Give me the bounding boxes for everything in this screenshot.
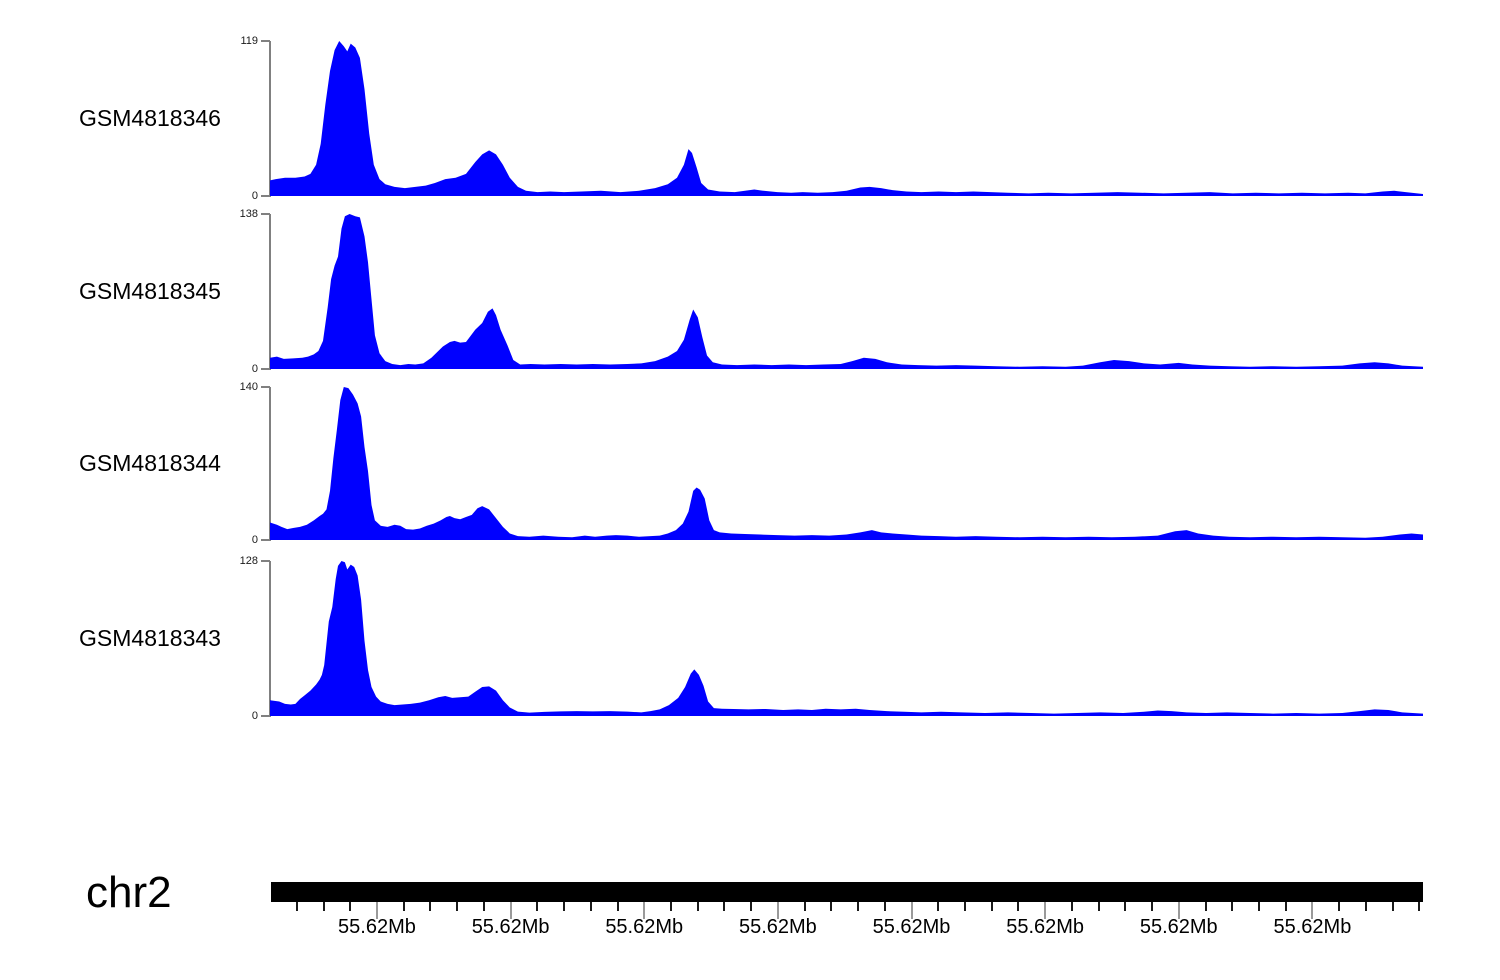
y-axis-zero-tick <box>261 368 270 370</box>
axis-tick-minor <box>482 902 485 911</box>
axis-tick-minor <box>857 902 860 911</box>
y-axis-min-label: 0 <box>251 190 258 202</box>
axis-tick-minor <box>937 902 940 911</box>
axis-tick-minor <box>1097 902 1100 911</box>
axis-tick-major <box>509 902 512 919</box>
y-axis-max-label: 140 <box>239 381 258 393</box>
y-axis-top-tick <box>261 386 270 388</box>
axis-tick-minor <box>963 902 966 911</box>
axis-tick-minor <box>669 902 672 911</box>
signal-area <box>270 214 1423 369</box>
signal-area-svg <box>270 387 1423 540</box>
axis-tick-minor <box>402 902 405 911</box>
axis-tick-major <box>1311 902 1314 919</box>
axis-tick-minor <box>750 902 753 911</box>
axis-tick-label: 55.62Mb <box>471 916 550 938</box>
track-label: GSM4818345 <box>79 277 221 304</box>
axis-tick-minor <box>1364 902 1367 911</box>
track-label: GSM4818344 <box>79 449 221 476</box>
axis-tick-minor <box>322 902 325 911</box>
axis-tick-minor <box>349 902 352 911</box>
axis-tick-major <box>375 902 378 919</box>
signal-area-svg <box>270 41 1423 196</box>
axis-tick-minor <box>1284 902 1287 911</box>
chromosome-label: chr2 <box>86 868 172 917</box>
track-label: GSM4818346 <box>79 104 221 131</box>
axis-tick-minor <box>883 902 886 911</box>
axis-tick-minor <box>1070 902 1073 911</box>
axis-tick-minor <box>295 902 298 911</box>
axis-tick-minor <box>830 902 833 911</box>
axis-tick-minor <box>1418 902 1421 911</box>
chromosome-bar <box>271 882 1423 902</box>
y-axis-zero-tick <box>261 715 270 717</box>
y-axis-line <box>269 561 271 717</box>
axis-tick-label: 55.62Mb <box>872 916 951 938</box>
axis-tick-major <box>1044 902 1047 919</box>
y-axis-min-label: 0 <box>251 534 258 546</box>
axis-tick-label: 55.62Mb <box>1139 916 1218 938</box>
y-axis-line <box>269 387 271 541</box>
axis-tick-minor <box>1391 902 1394 911</box>
axis-tick-minor <box>589 902 592 911</box>
axis-tick-label: 55.62Mb <box>1006 916 1085 938</box>
axis-tick-label: 55.62Mb <box>338 916 416 938</box>
axis-tick-label: 55.62Mb <box>738 916 817 938</box>
axis-tick-minor <box>1204 902 1207 911</box>
axis-tick-major <box>776 902 779 919</box>
axis-tick-minor <box>990 902 993 911</box>
signal-area <box>270 561 1423 716</box>
axis-tick-minor <box>696 902 699 911</box>
axis-tick-minor <box>1338 902 1341 911</box>
axis-tick-minor <box>1017 902 1020 911</box>
y-axis-min-label: 0 <box>251 363 258 375</box>
track-label: GSM4818343 <box>79 624 221 651</box>
axis-tick-minor <box>563 902 566 911</box>
axis-tick-major <box>1177 902 1180 919</box>
signal-area-svg <box>270 214 1423 369</box>
y-axis-max-label: 128 <box>239 555 258 567</box>
axis-tick-minor <box>536 902 539 911</box>
axis-tick-minor <box>456 902 459 911</box>
axis-tick-minor <box>1231 902 1234 911</box>
y-axis-top-tick <box>261 560 270 562</box>
y-axis-top-tick <box>261 213 270 215</box>
y-axis-zero-tick <box>261 195 270 197</box>
axis-tick-minor <box>1151 902 1154 911</box>
y-axis-max-label: 138 <box>239 208 258 220</box>
y-axis-line <box>269 214 271 370</box>
signal-area <box>270 387 1423 540</box>
axis-tick-minor <box>616 902 619 911</box>
axis-tick-major <box>643 902 646 919</box>
axis-tick-label: 55.62Mb <box>1273 916 1352 938</box>
axis-tick-label: 55.62Mb <box>605 916 684 938</box>
axis-tick-minor <box>803 902 806 911</box>
signal-area-svg <box>270 561 1423 716</box>
axis-tick-minor <box>429 902 432 911</box>
axis-tick-minor <box>723 902 726 911</box>
y-axis-top-tick <box>261 40 270 42</box>
y-axis-max-label: 119 <box>240 35 258 47</box>
y-axis-zero-tick <box>261 539 270 541</box>
y-axis-line <box>269 41 271 197</box>
axis-tick-major <box>910 902 913 919</box>
axis-tick-minor <box>1124 902 1127 911</box>
y-axis-min-label: 0 <box>251 710 258 722</box>
signal-area <box>270 41 1423 196</box>
axis-tick-minor <box>1257 902 1260 911</box>
